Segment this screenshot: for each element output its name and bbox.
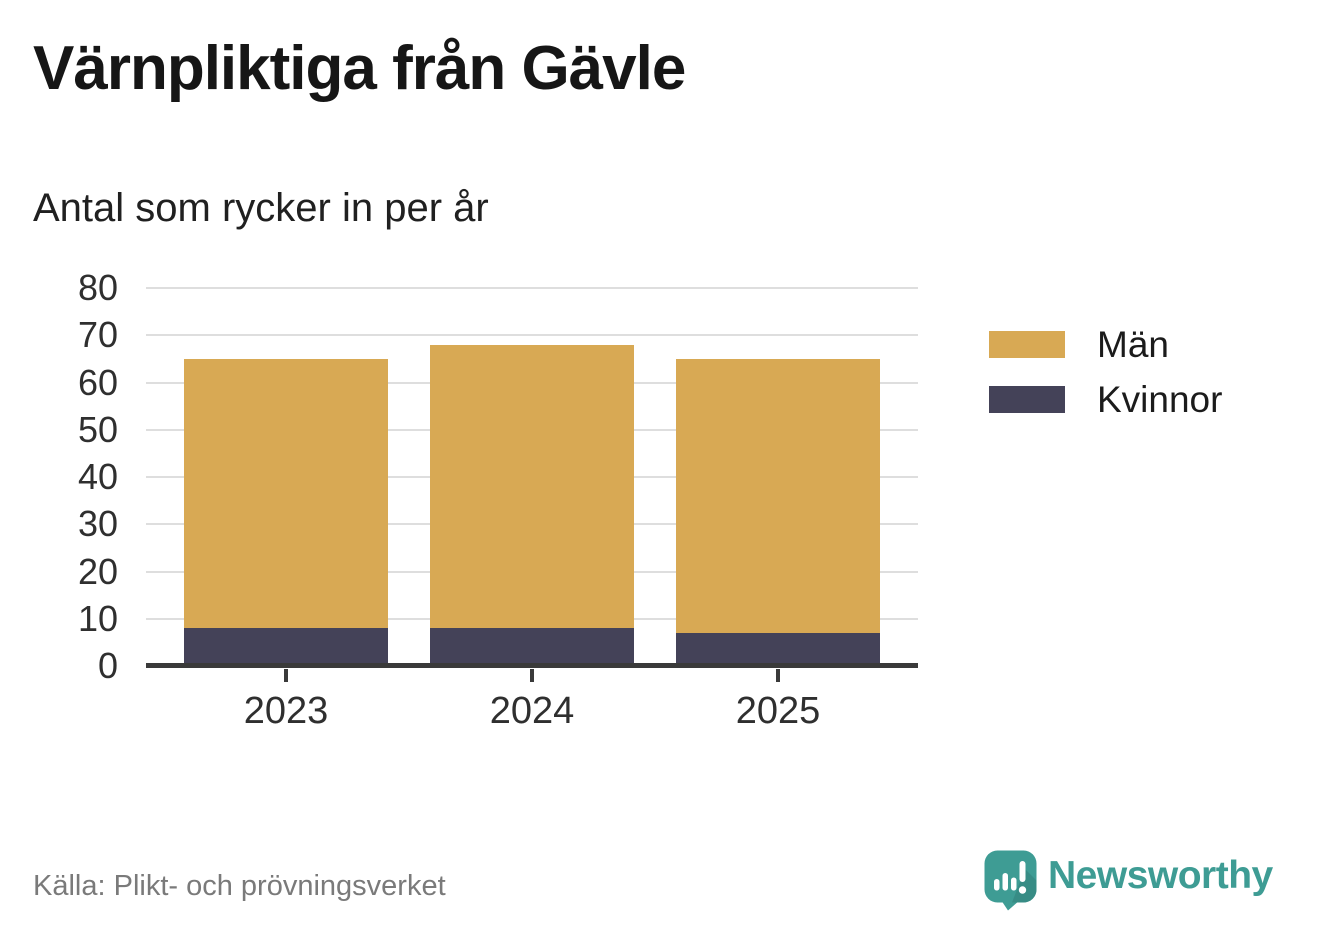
y-axis-tick-label: 70	[77, 314, 118, 356]
bar-segment	[430, 344, 634, 629]
x-axis-tick-label: 2024	[489, 690, 575, 732]
source-text: Källa: Plikt- och prövningsverket	[33, 870, 446, 902]
brand-footer: Newsworthy	[984, 850, 1273, 911]
gridline	[146, 334, 918, 337]
bar-segment	[676, 358, 880, 633]
legend-swatch	[989, 386, 1065, 413]
y-axis-tick-label: 50	[77, 408, 118, 450]
x-axis-tick	[284, 669, 288, 682]
y-axis-tick-label: 0	[97, 645, 118, 686]
page-title: Värnpliktiga från Gävle	[33, 34, 686, 103]
brand-name: Newsworthy	[1048, 854, 1273, 897]
bar-segment	[430, 628, 634, 666]
legend-item-man: Män	[989, 324, 1222, 365]
bar-segment	[184, 358, 388, 629]
bar-segment	[184, 628, 388, 666]
y-axis-tick-label: 10	[77, 597, 118, 639]
y-axis-tick-label: 80	[77, 267, 118, 308]
x-axis-line	[146, 663, 918, 668]
newsworthy-speech-bubble-chart-icon	[984, 850, 1037, 911]
legend: Män Kvinnor	[989, 324, 1222, 441]
x-axis-tick	[776, 669, 780, 682]
y-axis-tick-label: 60	[77, 361, 118, 403]
chart-subtitle: Antal som rycker in per år	[33, 186, 489, 230]
y-axis: 0 10 20 30 40 50 60 70 80	[0, 267, 118, 686]
legend-label: Män	[1097, 323, 1169, 365]
y-axis-tick-label: 20	[77, 550, 118, 592]
y-axis-tick-label: 40	[77, 456, 118, 497]
x-axis-tick-label: 2025	[735, 690, 821, 732]
gridline	[146, 287, 918, 289]
legend-item-kvinnor: Kvinnor	[989, 379, 1222, 420]
x-axis-tick	[530, 669, 534, 682]
y-axis-tick-label: 30	[77, 503, 118, 545]
plot-area: 2023 2024 2025	[146, 287, 918, 732]
x-axis-tick-label: 2023	[243, 690, 329, 732]
legend-swatch	[989, 331, 1065, 358]
bar-segment	[676, 632, 880, 666]
legend-label: Kvinnor	[1097, 378, 1223, 420]
